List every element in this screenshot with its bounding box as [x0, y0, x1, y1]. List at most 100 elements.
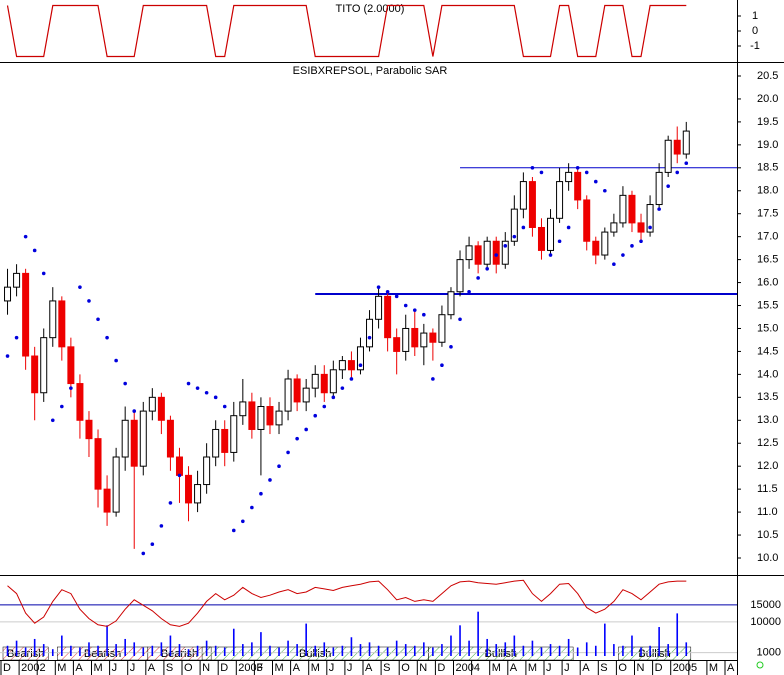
- volume-bar: [622, 645, 624, 656]
- candle-body: [528, 181, 536, 228]
- volume-bar: [332, 647, 335, 656]
- volume-bar: [70, 645, 72, 656]
- candle-body: [583, 199, 591, 242]
- sar-dot: [494, 253, 499, 257]
- sar-dot: [114, 358, 118, 363]
- oscillator-line: [7, 579, 687, 627]
- x-tick-label: F: [256, 662, 263, 674]
- sar-dot: [259, 491, 263, 496]
- volume-bar: [42, 644, 45, 656]
- candle-body: [637, 222, 645, 233]
- candle-body: [438, 314, 446, 343]
- x-tick-label: N: [637, 662, 645, 674]
- candle-body: [212, 428, 220, 458]
- candle-body: [519, 181, 527, 210]
- candle-body: [556, 181, 564, 219]
- sar-dot: [213, 395, 218, 400]
- candle-body: [465, 245, 473, 261]
- phase-label: Bullish: [485, 648, 517, 660]
- volume-bar: [359, 644, 362, 656]
- x-tick-label: M: [492, 662, 501, 674]
- y-tick-label: 11.5: [757, 483, 778, 495]
- volume-bar: [685, 642, 688, 656]
- sar-dot: [449, 345, 453, 349]
- sar-dot: [105, 335, 109, 340]
- x-tick-label: A: [727, 662, 735, 674]
- x-tick-label: D: [220, 662, 228, 674]
- sar-dot: [603, 188, 607, 193]
- x-tick-label: J: [347, 662, 353, 674]
- y-tick-label: 16.5: [757, 254, 778, 266]
- candle-body: [483, 240, 491, 265]
- volume-bar: [15, 640, 18, 656]
- candle-body: [492, 240, 500, 265]
- x-tick-label: A: [75, 662, 83, 674]
- volume-bar: [522, 645, 525, 656]
- volume-bar: [242, 644, 244, 656]
- volume-bar: [450, 635, 452, 656]
- candle-body: [673, 139, 681, 155]
- x-tick-label: O: [401, 662, 410, 674]
- candle-body: [393, 337, 401, 352]
- volume-bar: [79, 647, 81, 656]
- y-tick-label: 20.5: [757, 70, 778, 82]
- sar-dot: [14, 335, 19, 340]
- x-tick-label: M: [311, 662, 320, 674]
- x-tick-label: D: [3, 662, 11, 674]
- volume-bar: [495, 644, 498, 656]
- sar-dot: [231, 528, 236, 533]
- candle-body: [447, 291, 455, 316]
- sar-dot: [530, 166, 535, 170]
- sar-dot: [385, 289, 390, 294]
- sar-dot: [566, 225, 571, 230]
- candle-body: [592, 240, 600, 256]
- x-tick-label: S: [166, 662, 173, 674]
- candle-body: [157, 396, 165, 421]
- sar-dot: [675, 170, 680, 175]
- volume-bar: [413, 645, 416, 656]
- y-tick-label: 19.0: [757, 139, 778, 151]
- y-tick-label: 10.5: [757, 529, 778, 541]
- phase-band: [428, 646, 574, 661]
- volume-bar: [88, 642, 90, 656]
- candle-body: [139, 410, 147, 467]
- sar-dot: [412, 308, 417, 312]
- candle-body: [266, 406, 274, 426]
- sar-dot: [639, 239, 643, 244]
- y-tick-label: 12.0: [757, 460, 778, 472]
- volume-bar: [423, 642, 425, 656]
- volume-bar: [296, 644, 298, 656]
- volume-bar: [341, 645, 344, 656]
- candle-body: [121, 419, 129, 458]
- volume-bar: [558, 645, 561, 656]
- sar-dot: [96, 317, 100, 322]
- volume-bar: [386, 647, 389, 656]
- volume-bar: [115, 644, 117, 656]
- y-tick-label: 15000: [750, 599, 781, 611]
- sar-dot: [503, 244, 508, 248]
- volume-bar: [223, 647, 226, 656]
- sar-dot: [304, 427, 308, 432]
- volume-bar: [323, 642, 326, 656]
- volume-bar: [232, 628, 235, 656]
- sar-dot: [32, 248, 37, 253]
- volume-bar: [432, 647, 434, 656]
- sar-dot: [268, 478, 272, 482]
- candle-body: [194, 484, 202, 504]
- sar-dot: [177, 473, 182, 478]
- sar-dot: [195, 386, 200, 390]
- tito-title: TITO (2.0000): [336, 3, 405, 15]
- volume-bar: [576, 647, 579, 656]
- sar-dot: [593, 179, 598, 184]
- x-tick-label: A: [148, 662, 156, 674]
- volume-bar: [314, 645, 317, 656]
- candle-body: [293, 378, 301, 403]
- sar-dot: [168, 501, 173, 505]
- sar-dot: [648, 225, 652, 230]
- candle-body: [402, 327, 410, 352]
- volume-bar: [604, 623, 606, 656]
- volume-bar: [187, 649, 190, 656]
- y-tick-label: 11.0: [757, 506, 778, 518]
- candle-body: [175, 456, 183, 476]
- volume-bar: [540, 647, 543, 656]
